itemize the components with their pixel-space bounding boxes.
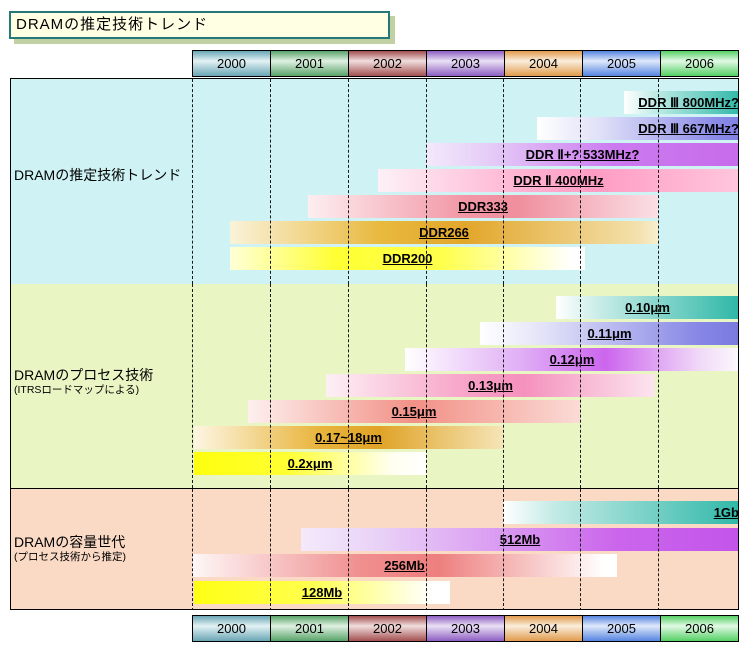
bar-label: DDR Ⅲ 667MHz? (638, 120, 738, 136)
year-gridline (348, 284, 349, 488)
year-cell-2006: 2006 (660, 50, 739, 77)
bar-label: DDR333 (458, 199, 508, 214)
bar-label: DDR266 (419, 225, 469, 240)
year-axis-bottom: 2000 2001 2002 2003 2004 2005 2006 (192, 615, 739, 642)
year-cell-2004: 2004 (504, 615, 583, 642)
timeline-bar: DDR Ⅲ 800MHz? (624, 91, 738, 114)
bar-label: 512Mb (499, 531, 541, 547)
year-cell-2002: 2002 (348, 50, 427, 77)
year-cell-2002: 2002 (348, 615, 427, 642)
year-cell-2005: 2005 (582, 615, 661, 642)
bar-label: DDR Ⅱ 400MHz (513, 172, 604, 188)
timeline-bar: DDR Ⅱ+? 533MHz? (426, 143, 738, 166)
year-cell-2001: 2001 (270, 50, 349, 77)
bar-label: 0.10μm (625, 300, 670, 315)
bar-label: 0.13μm (468, 378, 513, 393)
year-cell-2006: 2006 (660, 615, 739, 642)
year-gridline (658, 284, 659, 488)
timeline-bar: 128Mb (194, 580, 450, 604)
bar-label: 0.12μm (549, 352, 595, 367)
timeline-bar: 256Mb (192, 554, 617, 577)
timeline-bar: DDR266 (230, 221, 658, 244)
year-gridline (503, 79, 504, 284)
year-gridline (270, 79, 271, 284)
year-gridline (348, 489, 349, 609)
timeline-bar: DDR Ⅱ 400MHz (378, 169, 738, 192)
bar-label: 128Mb (301, 584, 343, 600)
year-gridline (192, 79, 193, 284)
section-label: DRAMのプロセス技術 (ITRSロードマップによる) (14, 367, 153, 396)
year-cell-2004: 2004 (504, 50, 583, 77)
timeline-bar: 0.15μm (248, 400, 580, 423)
timeline-bar: DDR Ⅲ 667MHz? (537, 117, 738, 140)
section-subtitle: (プロセス技術から推定) (14, 551, 126, 563)
timeline-bar: DDR333 (308, 195, 658, 218)
bar-label: DDR200 (382, 251, 433, 266)
section-label: DRAMの推定技術トレンド (14, 167, 181, 184)
bar-label: 0.15μm (391, 404, 437, 419)
year-gridline (503, 489, 504, 609)
year-gridline (192, 284, 193, 488)
bar-label: 0.2xμm (287, 456, 333, 471)
year-gridline (580, 489, 581, 609)
timeline-bar: DDR200 (230, 247, 585, 270)
bar-label: 1Gb (713, 505, 738, 520)
section-title: DRAMの推定技術トレンド (14, 167, 182, 183)
timeline-bar: 0.13μm (326, 374, 655, 397)
year-gridline (580, 284, 581, 488)
year-gridline (270, 284, 271, 488)
timeline-bar: 0.10μm (556, 296, 738, 319)
year-cell-2005: 2005 (582, 50, 661, 77)
section-title: DRAMのプロセス技術 (14, 367, 154, 383)
year-cell-2000: 2000 (192, 615, 271, 642)
bar-label: DDR Ⅲ 800MHz? (638, 94, 738, 110)
year-axis-top: 2000 2001 2002 2003 2004 2005 2006 (192, 50, 739, 77)
year-cell-2003: 2003 (426, 615, 505, 642)
section-subtitle: (ITRSロードマップによる) (14, 384, 140, 396)
chart-area: DRAMの推定技術トレンド DDR Ⅲ 800MHz? DDR Ⅲ 667MHz?… (10, 78, 739, 610)
timeline-bar: 0.12μm (405, 348, 738, 371)
page-title: DRAMの推定技術トレンド (9, 11, 390, 39)
section-process: DRAMのプロセス技術 (ITRSロードマップによる) 0.10μm 0.11μm… (11, 284, 738, 489)
year-gridline (580, 79, 581, 284)
timeline-bar: 1Gb (503, 501, 738, 524)
year-gridline (426, 489, 427, 609)
year-gridline (426, 284, 427, 488)
section-label: DRAMの容量世代 (プロセス技術から推定) (14, 534, 126, 563)
year-cell-2001: 2001 (270, 615, 349, 642)
year-gridline (658, 489, 659, 609)
section-capacity: DRAMの容量世代 (プロセス技術から推定) 1Gb 512Mb 256Mb 128M… (11, 489, 738, 609)
timeline-bar: 0.2xμm (194, 452, 426, 475)
bar-label: 0.11μm (587, 326, 632, 341)
year-gridline (348, 79, 349, 284)
year-gridline (503, 284, 504, 488)
bar-label: 256Mb (384, 558, 425, 573)
timeline-bar: 512Mb (301, 527, 738, 551)
section-ddr-trend: DRAMの推定技術トレンド DDR Ⅲ 800MHz? DDR Ⅲ 667MHz?… (11, 79, 738, 284)
year-gridline (658, 79, 659, 284)
year-gridline (270, 489, 271, 609)
year-gridline (426, 79, 427, 284)
bar-label: DDR Ⅱ+? 533MHz? (525, 146, 640, 162)
section-title: DRAMの容量世代 (14, 534, 126, 550)
year-gridline (192, 489, 193, 609)
year-cell-2003: 2003 (426, 50, 505, 77)
year-cell-2000: 2000 (192, 50, 271, 77)
timeline-bar: 0.11μm (480, 322, 738, 345)
